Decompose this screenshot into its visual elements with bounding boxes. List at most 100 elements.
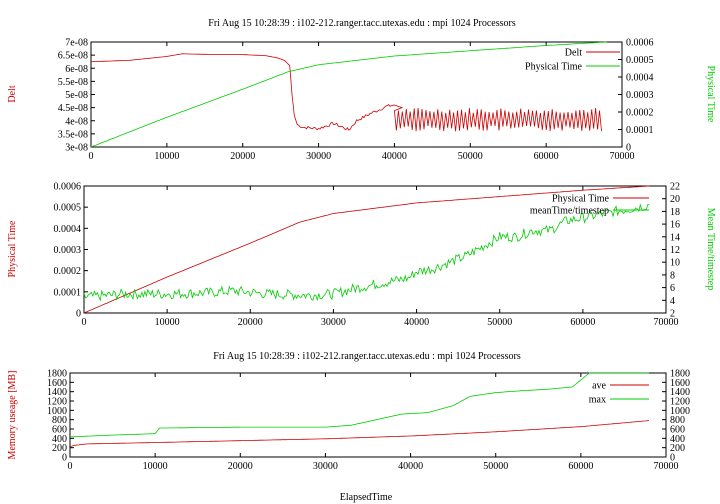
y2-tick-label: 20 [670, 194, 680, 205]
y1-tick-label: 0.0005 [54, 203, 82, 214]
panel1-plot: 0 10000 20000 30000 40000 50000 60000 70000 3e-0… [58, 38, 654, 163]
x-tick-label: 70000 [654, 317, 679, 328]
y1-tick-label: 1800 [47, 369, 67, 380]
x-tick-label: 50000 [487, 317, 512, 328]
y2-tick-label: 1400 [670, 387, 690, 398]
y2-tick-label: 800 [670, 415, 685, 426]
legend-label: meanTime/timestep [530, 206, 609, 217]
x-tick-label: 70000 [610, 151, 635, 162]
x-tick-label: 40000 [404, 317, 429, 328]
y1-tick-label: 6.5e-08 [58, 51, 88, 62]
x-tick-label: 10000 [143, 461, 168, 472]
y2-tick-label: 16 [670, 220, 680, 231]
y1-tick-label: 3e-08 [65, 143, 88, 154]
y2-tick-label: 600 [670, 425, 685, 436]
x-tick-label: 30000 [321, 317, 346, 328]
y1-tick-label: 6e-08 [65, 64, 88, 75]
y1-tick-label: 7e-08 [65, 38, 88, 49]
y2-tick-label: 6 [670, 283, 675, 294]
y2-tick-label: 4 [670, 296, 675, 307]
series-line-meantime-timestep [83, 203, 650, 302]
y2-tick-label: 8 [670, 270, 675, 281]
y2-tick-label: 1600 [670, 378, 690, 389]
y1-tick-label: 1600 [47, 378, 67, 389]
y1-tick-label: 1000 [47, 406, 67, 417]
x-tick-label: 0 [82, 317, 87, 328]
x-tick-label: 20000 [238, 317, 263, 328]
x-tick-label: 30000 [313, 461, 338, 472]
panel2-plot: 0 10000 20000 30000 40000 50000 60000 70000 0 0.0… [54, 182, 681, 329]
panel3-plot: 0 10000 20000 30000 40000 50000 60000 700000200… [47, 369, 690, 473]
x-tick-label: 10000 [154, 151, 179, 162]
panel1-title: Fri Aug 15 10:28:39 : i102-212.ranger.ta… [208, 18, 516, 29]
y2-tick-label: 1200 [670, 397, 690, 408]
panel3-y1-label: Memory useage [MB] [7, 371, 18, 460]
panel1-y2-label: Physical Time [705, 66, 716, 124]
y1-tick-label: 1200 [47, 397, 67, 408]
y1-tick-label: 600 [52, 425, 67, 436]
y2-tick-label: 22 [670, 182, 680, 193]
panel3-x-label: ElapsedTime [340, 492, 393, 503]
y1-tick-label: 0.0001 [54, 287, 82, 298]
series-line-physical-time [90, 41, 607, 148]
x-tick-label: 10000 [155, 317, 180, 328]
y1-tick-label: 200 [52, 443, 67, 454]
panel2-y2-label: Mean Time/timestep [705, 208, 716, 291]
y1-tick-label: 0.0004 [54, 224, 82, 235]
y2-tick-label: 0 [626, 143, 631, 154]
plot-frame [90, 41, 623, 148]
x-tick-label: 60000 [534, 151, 559, 162]
x-tick-label: 60000 [568, 461, 593, 472]
y2-tick-label: 0.0006 [626, 38, 654, 49]
series-line-ave [69, 420, 650, 448]
legend-label: Physical Time [525, 62, 583, 73]
x-tick-label: 40000 [398, 461, 423, 472]
y1-tick-label: 400 [52, 434, 67, 445]
x-tick-label: 0 [89, 151, 94, 162]
y1-tick-label: 0 [76, 309, 81, 320]
y2-tick-label: 400 [670, 434, 685, 445]
y2-tick-label: 0.0001 [626, 125, 654, 136]
y2-tick-label: 1000 [670, 406, 690, 417]
y1-tick-label: 4e-08 [65, 116, 88, 127]
y2-tick-label: 0.0003 [626, 90, 654, 101]
plot-frame [69, 372, 667, 458]
x-tick-label: 0 [68, 461, 73, 472]
legend-label: ave [592, 381, 606, 392]
y2-tick-label: 10 [670, 258, 680, 269]
panel1-y1-label: Delt [7, 85, 18, 102]
y2-tick-label: 14 [670, 232, 680, 243]
x-tick-label: 30000 [306, 151, 331, 162]
x-tick-label: 50000 [458, 151, 483, 162]
y1-tick-label: 4.5e-08 [58, 103, 88, 114]
y2-tick-label: 200 [670, 443, 685, 454]
x-tick-label: 20000 [228, 461, 253, 472]
y1-tick-label: 0 [62, 453, 67, 464]
x-tick-label: 70000 [654, 461, 679, 472]
x-tick-label: 50000 [483, 461, 508, 472]
panel3-title: Fri Aug 15 10:28:39 : i102-212.ranger.ta… [213, 351, 521, 362]
y1-tick-label: 0.0003 [54, 245, 82, 256]
series-line-max [70, 372, 649, 438]
y1-tick-label: 3.5e-08 [58, 129, 88, 140]
x-tick-label: 40000 [382, 151, 407, 162]
y2-tick-label: 18 [670, 207, 680, 218]
y1-tick-label: 0.0006 [54, 182, 82, 193]
y2-tick-label: 2 [670, 309, 675, 320]
series-line-physical-time [83, 185, 650, 314]
legend-label: Delt [565, 48, 582, 59]
y2-tick-label: 0.0005 [626, 55, 654, 66]
y1-tick-label: 800 [52, 415, 67, 426]
x-tick-label: 20000 [230, 151, 255, 162]
legend-label: Physical Time [552, 194, 610, 205]
y2-tick-label: 12 [670, 245, 680, 256]
y2-tick-label: 1800 [670, 369, 690, 380]
y2-tick-label: 0 [670, 453, 675, 464]
y1-tick-label: 5.5e-08 [58, 77, 88, 88]
legend-label: max [589, 395, 606, 406]
y2-tick-label: 0.0004 [626, 73, 654, 84]
y1-tick-label: 0.0002 [54, 266, 82, 277]
x-tick-label: 60000 [570, 317, 595, 328]
y2-tick-label: 0.0002 [626, 108, 654, 119]
